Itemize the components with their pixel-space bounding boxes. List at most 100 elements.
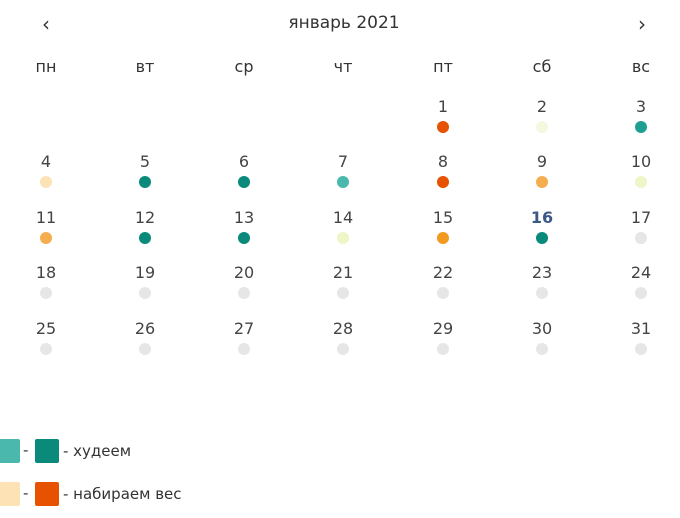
day-cell[interactable]: 17 xyxy=(611,208,671,258)
day-cell[interactable]: 29 xyxy=(413,319,473,369)
day-cell[interactable]: 7 xyxy=(313,152,373,202)
day-status-dot xyxy=(437,287,449,299)
day-cell[interactable]: 16 xyxy=(512,208,572,258)
day-cell[interactable]: 15 xyxy=(413,208,473,258)
legend-swatch-light xyxy=(0,482,20,506)
day-number: 6 xyxy=(238,152,250,171)
day-number: 27 xyxy=(233,319,255,338)
day-status-dot xyxy=(40,343,52,355)
day-number: 30 xyxy=(531,319,553,338)
day-cell[interactable]: 6 xyxy=(214,152,274,202)
day-cell[interactable]: 4 xyxy=(16,152,76,202)
day-status-dot xyxy=(139,343,151,355)
day-number: 3 xyxy=(635,97,647,116)
prev-month-button[interactable]: ‹ xyxy=(42,12,50,36)
day-number: 21 xyxy=(332,263,354,282)
day-status-dot xyxy=(536,343,548,355)
day-cell[interactable]: 30 xyxy=(512,319,572,369)
day-cell[interactable]: 10 xyxy=(611,152,671,202)
weekday-вс: вс xyxy=(631,57,651,76)
day-number: 11 xyxy=(35,208,57,227)
day-status-dot xyxy=(635,176,647,188)
month-title: январь 2021 xyxy=(288,13,400,33)
legend-item: - - худеем xyxy=(0,439,300,465)
day-number: 7 xyxy=(337,152,349,171)
day-number: 22 xyxy=(432,263,454,282)
day-status-dot xyxy=(635,287,647,299)
day-status-dot xyxy=(536,287,548,299)
day-number: 9 xyxy=(536,152,548,171)
legend-label: - набираем вес xyxy=(63,485,182,503)
day-cell[interactable]: 24 xyxy=(611,263,671,313)
day-cell[interactable]: 3 xyxy=(611,97,671,147)
day-status-dot xyxy=(139,232,151,244)
legend-label: - худеем xyxy=(63,442,132,460)
day-cell[interactable]: 9 xyxy=(512,152,572,202)
day-status-dot xyxy=(635,232,647,244)
day-number: 10 xyxy=(630,152,652,171)
day-cell[interactable]: 11 xyxy=(16,208,76,258)
legend-dash: - xyxy=(23,484,29,502)
day-number: 20 xyxy=(233,263,255,282)
day-status-dot xyxy=(40,176,52,188)
day-status-dot xyxy=(635,121,647,133)
day-status-dot xyxy=(139,287,151,299)
day-number: 1 xyxy=(437,97,449,116)
day-number: 8 xyxy=(437,152,449,171)
day-cell[interactable]: 26 xyxy=(115,319,175,369)
day-cell[interactable]: 19 xyxy=(115,263,175,313)
day-cell[interactable]: 21 xyxy=(313,263,373,313)
day-number: 2 xyxy=(536,97,548,116)
day-cell[interactable]: 2 xyxy=(512,97,572,147)
day-number: 12 xyxy=(134,208,156,227)
day-status-dot xyxy=(536,121,548,133)
next-month-button[interactable]: › xyxy=(638,12,646,36)
day-cell[interactable]: 25 xyxy=(16,319,76,369)
day-status-dot xyxy=(40,287,52,299)
weekday-пн: пн xyxy=(35,57,57,76)
day-cell[interactable]: 5 xyxy=(115,152,175,202)
day-cell[interactable]: 28 xyxy=(313,319,373,369)
day-status-dot xyxy=(40,232,52,244)
day-cell[interactable]: 8 xyxy=(413,152,473,202)
day-number: 28 xyxy=(332,319,354,338)
weekday-ср: ср xyxy=(234,57,254,76)
day-cell[interactable]: 22 xyxy=(413,263,473,313)
day-number: 14 xyxy=(332,208,354,227)
day-cell[interactable]: 20 xyxy=(214,263,274,313)
day-number: 17 xyxy=(630,208,652,227)
day-cell[interactable]: 27 xyxy=(214,319,274,369)
legend-item: - - набираем вес xyxy=(0,482,300,508)
day-number: 23 xyxy=(531,263,553,282)
day-number: 25 xyxy=(35,319,57,338)
day-cell[interactable]: 12 xyxy=(115,208,175,258)
day-cell[interactable]: 1 xyxy=(413,97,473,147)
weekday-чт: чт xyxy=(333,57,353,76)
day-number: 5 xyxy=(139,152,151,171)
day-number: 29 xyxy=(432,319,454,338)
day-status-dot xyxy=(437,176,449,188)
calendar-header: ‹ январь 2021 › xyxy=(0,0,680,50)
day-status-dot xyxy=(337,287,349,299)
day-number: 13 xyxy=(233,208,255,227)
day-number: 19 xyxy=(134,263,156,282)
day-cell[interactable]: 23 xyxy=(512,263,572,313)
day-status-dot xyxy=(635,343,647,355)
day-cell[interactable]: 14 xyxy=(313,208,373,258)
day-cell[interactable]: 31 xyxy=(611,319,671,369)
weekday-пт: пт xyxy=(433,57,453,76)
day-status-dot xyxy=(238,343,250,355)
day-number: 26 xyxy=(134,319,156,338)
day-cell[interactable]: 18 xyxy=(16,263,76,313)
legend-swatch-dark xyxy=(35,439,59,463)
day-status-dot xyxy=(536,232,548,244)
day-number: 4 xyxy=(40,152,52,171)
day-status-dot xyxy=(238,232,250,244)
day-status-dot xyxy=(437,232,449,244)
day-cell[interactable]: 13 xyxy=(214,208,274,258)
day-status-dot xyxy=(337,232,349,244)
day-number: 24 xyxy=(630,263,652,282)
day-status-dot xyxy=(536,176,548,188)
day-status-dot xyxy=(139,176,151,188)
day-status-dot xyxy=(337,343,349,355)
